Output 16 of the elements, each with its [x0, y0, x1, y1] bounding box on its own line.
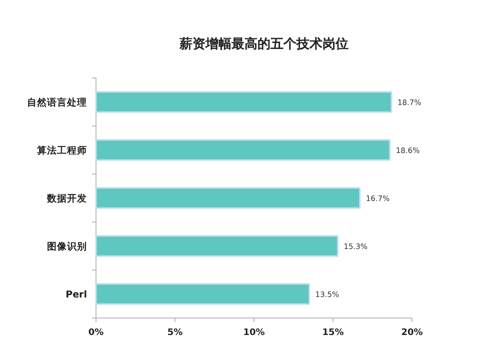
y-tick-label: 数据开发 — [46, 192, 87, 204]
y-tick-label: 自然语言处理 — [27, 96, 87, 108]
bar — [95, 91, 392, 113]
x-tick-label: 20% — [401, 328, 423, 338]
x-tick-label: 0% — [88, 328, 104, 338]
y-tick-label: Perl — [66, 290, 87, 300]
bar — [95, 235, 338, 257]
bar — [95, 139, 391, 161]
y-tick-label: 图像识别 — [47, 240, 87, 252]
y-tick-label: 算法工程师 — [36, 144, 87, 156]
chart-title: 薪资增幅最高的五个技术岗位 — [178, 36, 348, 52]
x-tick-label: 5% — [167, 328, 183, 338]
x-tick-label: 10% — [243, 328, 265, 338]
x-tick-label: 15% — [322, 328, 344, 338]
bar — [95, 187, 361, 209]
bar — [95, 283, 310, 305]
